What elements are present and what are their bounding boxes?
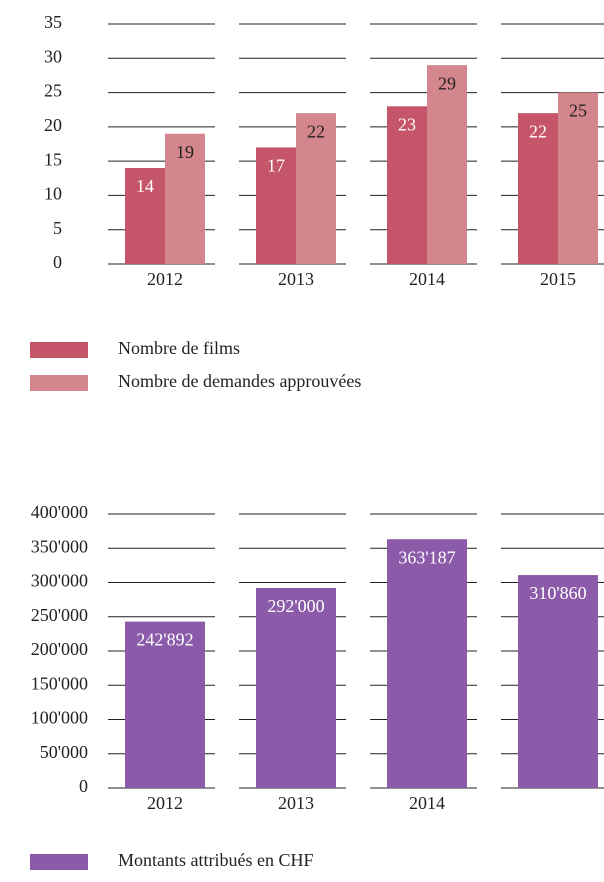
y-tick-label: 300'000: [31, 571, 88, 591]
data-label: 363'187: [398, 547, 455, 567]
y-tick-label: 0: [53, 252, 62, 272]
y-tick-label: 150'000: [31, 673, 88, 693]
data-label: 23: [398, 114, 416, 134]
data-label: 22: [307, 121, 325, 141]
y-tick-label: 35: [44, 12, 62, 32]
data-label: 25: [569, 101, 587, 121]
data-label: 310'860: [529, 583, 586, 603]
y-tick-label: 50'000: [40, 742, 88, 762]
bar: [256, 147, 296, 264]
y-tick-label: 200'000: [31, 639, 88, 659]
bar: [427, 65, 467, 265]
data-label: 22: [529, 121, 547, 141]
legend-swatch: [30, 375, 88, 391]
x-tick-label: 2012: [147, 269, 183, 289]
bar: [387, 539, 467, 788]
legend-swatch: [30, 854, 88, 870]
x-tick-label: 2014: [409, 269, 445, 289]
x-tick-label: 2012: [147, 793, 183, 813]
x-tick-label: 2013: [278, 793, 314, 813]
y-tick-label: 25: [44, 81, 62, 101]
y-tick-label: 15: [44, 149, 62, 169]
bar: [256, 587, 336, 788]
y-tick-label: 20: [44, 115, 62, 135]
bar: [518, 113, 558, 265]
y-tick-label: 350'000: [31, 536, 88, 556]
bar: [558, 92, 598, 264]
legend-label: Nombre de demandes approuvées: [118, 371, 361, 391]
data-label: 14: [136, 176, 154, 196]
y-tick-label: 30: [44, 46, 62, 66]
x-tick-label: 2015: [540, 269, 576, 289]
data-label: 17: [267, 156, 285, 176]
legend-label: Montants attribués en CHF: [118, 850, 314, 870]
data-label: 29: [438, 73, 456, 93]
y-tick-label: 400'000: [31, 502, 88, 522]
data-label: 19: [176, 142, 194, 162]
y-tick-label: 0: [79, 776, 88, 796]
data-label: 292'000: [267, 596, 324, 616]
y-tick-label: 250'000: [31, 605, 88, 625]
y-tick-label: 10: [44, 184, 62, 204]
bar: [518, 575, 598, 788]
legend-label: Nombre de films: [118, 338, 240, 358]
x-tick-label: 2013: [278, 269, 314, 289]
bar: [296, 113, 336, 265]
x-tick-label: 2014: [409, 793, 445, 813]
y-tick-label: 5: [53, 218, 62, 238]
bar: [165, 133, 205, 264]
bar: [125, 168, 165, 264]
y-tick-label: 100'000: [31, 708, 88, 728]
bar: [125, 621, 205, 788]
legend-swatch: [30, 342, 88, 358]
bar: [387, 106, 427, 265]
data-label: 242'892: [136, 630, 193, 650]
